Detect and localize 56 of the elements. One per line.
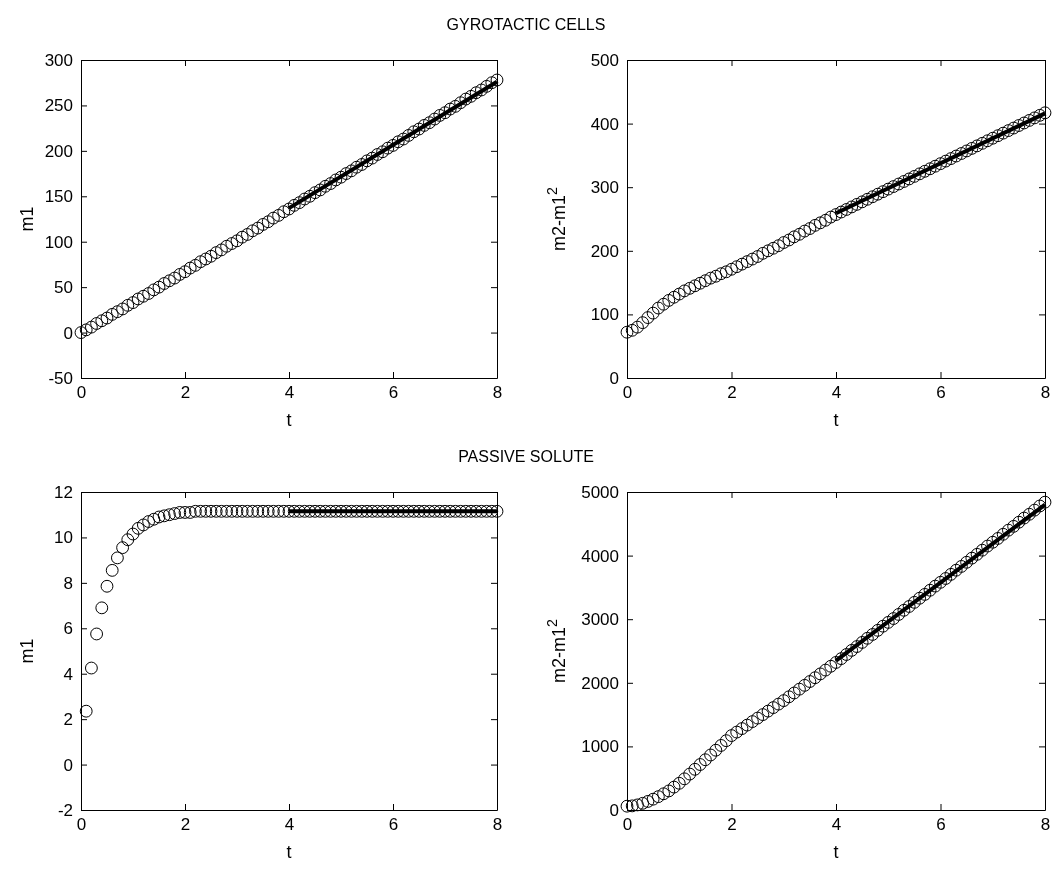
- chart-title: GYROTACTIC CELLS: [446, 16, 606, 33]
- chart-title: PASSIVE SOLUTE: [458, 448, 594, 465]
- y-tick-label: -2: [57, 800, 73, 820]
- y-tick-label: 200: [44, 141, 73, 161]
- y-tick-label: 400: [590, 114, 619, 134]
- y-axis-title: m1: [17, 206, 37, 232]
- y-tick-label: 150: [44, 187, 73, 207]
- x-tick-label: 0: [622, 815, 633, 835]
- y-tick-label: 5000: [581, 482, 619, 502]
- y-tick-label: 2: [63, 710, 73, 730]
- x-tick-label: 8: [1040, 383, 1051, 403]
- x-tick-label: 6: [936, 383, 946, 403]
- y-tick-label: 100: [44, 232, 73, 252]
- x-tick-label: 8: [1040, 815, 1051, 835]
- x-tick-label: 2: [727, 815, 737, 835]
- y-tick-label: 300: [590, 178, 619, 198]
- y-tick-label: 1000: [581, 737, 619, 757]
- y-tick-label: 2000: [581, 673, 619, 693]
- y-tick-label: 50: [54, 278, 73, 298]
- x-tick-label: 8: [492, 815, 503, 835]
- y-tick-label: 4000: [581, 546, 619, 566]
- x-tick-label: 2: [180, 383, 191, 403]
- y-tick-label: -50: [48, 368, 73, 388]
- x-axis-title: t: [833, 410, 839, 430]
- y-tick-label: 12: [54, 482, 73, 502]
- x-tick-label: 4: [831, 815, 842, 835]
- y-tick-label: 4: [63, 664, 73, 684]
- y-tick-label: 0: [609, 800, 619, 820]
- y-tick-label: 6: [63, 619, 73, 639]
- x-tick-label: 4: [284, 383, 295, 403]
- x-tick-label: 0: [622, 383, 633, 403]
- y-tick-label: 0: [609, 368, 619, 388]
- y-tick-label: 0: [63, 323, 73, 343]
- y-tick-label: 10: [54, 528, 73, 548]
- x-tick-label: 6: [936, 815, 946, 835]
- y-tick-label: 200: [590, 241, 619, 261]
- y-tick-label: 8: [63, 573, 73, 593]
- x-tick-label: 4: [831, 383, 842, 403]
- y-tick-label: 3000: [581, 610, 619, 630]
- x-tick-label: 8: [492, 383, 503, 403]
- x-tick-label: 4: [284, 815, 295, 835]
- x-axis-title: t: [286, 842, 292, 862]
- y-tick-label: 250: [44, 96, 73, 116]
- x-tick-label: 6: [388, 815, 399, 835]
- x-axis-title: t: [833, 842, 839, 862]
- x-tick-label: 0: [76, 383, 87, 403]
- x-tick-label: 6: [388, 383, 399, 403]
- x-axis-title: t: [286, 410, 292, 430]
- y-tick-label: 100: [590, 305, 619, 325]
- x-tick-label: 0: [76, 815, 87, 835]
- y-axis-title: m1: [17, 638, 37, 664]
- x-tick-label: 2: [180, 815, 191, 835]
- y-tick-label: 300: [44, 50, 73, 70]
- y-tick-label: 500: [590, 50, 619, 70]
- y-tick-label: 0: [63, 755, 73, 775]
- x-tick-label: 2: [727, 383, 737, 403]
